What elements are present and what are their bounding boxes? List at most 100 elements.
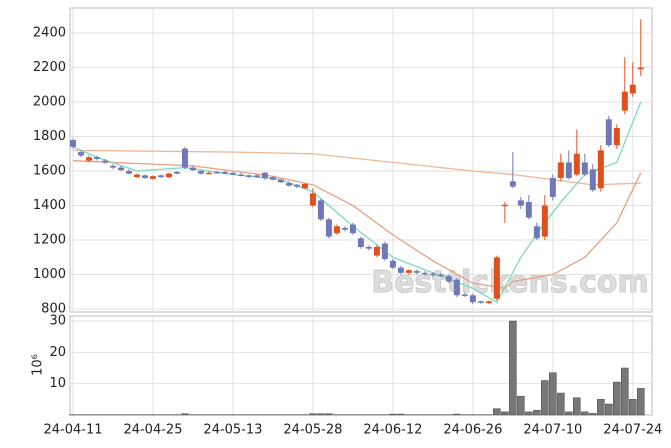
x-tick-label: 24-06-12: [363, 423, 422, 438]
volume-bar: [397, 414, 404, 415]
y-tick-label: 20: [49, 345, 66, 360]
x-tick-label: 24-05-28: [283, 423, 342, 438]
candle-body: [286, 183, 292, 186]
candle-body: [518, 200, 524, 205]
candle-body: [638, 68, 644, 70]
volume-bar: [525, 412, 532, 415]
volume-bar: [501, 412, 508, 415]
candle-body: [494, 257, 500, 298]
candle-body: [150, 176, 156, 179]
candle-body: [582, 162, 588, 174]
y-tick-label: 2200: [33, 60, 66, 75]
volume-bar: [533, 410, 540, 415]
candle-body: [102, 161, 108, 163]
volume-bar: [637, 388, 644, 415]
volume-bar: [517, 396, 524, 415]
candle-body: [198, 171, 204, 174]
candle-body: [454, 280, 460, 296]
candle-body: [406, 270, 412, 273]
x-tick-label: 24-07-24: [603, 423, 662, 438]
candle-body: [206, 173, 212, 175]
candle-body: [574, 154, 580, 175]
candle-body: [550, 178, 556, 197]
candle-body: [558, 162, 564, 178]
volume-bar: [597, 399, 604, 415]
candle-body: [438, 275, 444, 277]
candle-body: [374, 247, 380, 256]
volume-bar: [573, 398, 580, 415]
candle-body: [470, 295, 476, 302]
candle-body: [214, 172, 220, 174]
candle-body: [502, 205, 508, 207]
volume-bar: [589, 413, 596, 415]
candle-body: [590, 169, 596, 190]
candle-body: [334, 226, 340, 233]
candle-body: [310, 193, 316, 205]
candle-body: [238, 174, 244, 176]
volume-bar: [621, 368, 628, 415]
candle-body: [430, 274, 436, 276]
candle-body: [318, 200, 324, 219]
candle-body: [342, 228, 348, 230]
candle-body: [190, 168, 196, 171]
x-tick-label: 24-07-10: [523, 423, 582, 438]
volume-bar: [509, 321, 516, 415]
candle-body: [478, 301, 484, 303]
candle-body: [270, 177, 276, 180]
candle-body: [398, 268, 404, 273]
y-tick-label: 2400: [33, 26, 66, 41]
y-tick-label: 1200: [33, 233, 66, 248]
candle-body: [606, 119, 612, 145]
candle-body: [366, 247, 372, 249]
candle-body: [422, 273, 428, 275]
volume-bar: [453, 414, 460, 415]
candle-body: [598, 150, 604, 188]
candle-body: [446, 276, 452, 281]
x-tick-label: 24-06-26: [443, 423, 502, 438]
candle-body: [390, 261, 396, 268]
candle-body: [414, 271, 420, 273]
volume-bar: [549, 373, 556, 415]
candle-body: [622, 92, 628, 111]
volume-bar: [605, 404, 612, 415]
volume-bar: [565, 412, 572, 415]
candle-body: [462, 294, 468, 296]
candle-body: [526, 202, 532, 218]
volume-bar: [309, 414, 316, 415]
candle-body: [222, 172, 228, 174]
candle-body: [118, 168, 124, 171]
y-tick-label: 1800: [33, 129, 66, 144]
candle-body: [350, 225, 356, 234]
candle-body: [254, 175, 260, 177]
volume-bar: [389, 414, 396, 415]
x-tick-label: 24-04-25: [123, 423, 182, 438]
x-tick-label: 24-04-11: [43, 423, 102, 438]
candle-body: [262, 173, 268, 178]
y-tick-label: 30: [49, 314, 66, 329]
volume-bar: [325, 414, 332, 415]
volume-bar: [613, 382, 620, 415]
candle-body: [278, 180, 284, 183]
candle-body: [510, 181, 516, 186]
candle-body: [566, 162, 572, 178]
candle-body: [142, 175, 148, 178]
y-tick-label: 2000: [33, 95, 66, 110]
candle-body: [614, 128, 620, 145]
y-tick-label: 1600: [33, 164, 66, 179]
candle-body: [94, 157, 100, 159]
y-tick-label: 10: [49, 376, 66, 391]
y-tick-label: 1400: [33, 198, 66, 213]
volume-bar: [317, 414, 324, 415]
candle-body: [166, 174, 172, 177]
candle-body: [174, 172, 180, 174]
candle-body: [486, 301, 492, 303]
candle-body: [86, 157, 92, 160]
candle-body: [326, 219, 332, 236]
candle-body: [134, 174, 140, 177]
candle-body: [158, 175, 164, 177]
candle-body: [246, 175, 252, 177]
candle-body: [126, 171, 132, 174]
volume-bar: [581, 412, 588, 415]
candle-body: [302, 184, 308, 188]
candle-body: [630, 85, 636, 94]
